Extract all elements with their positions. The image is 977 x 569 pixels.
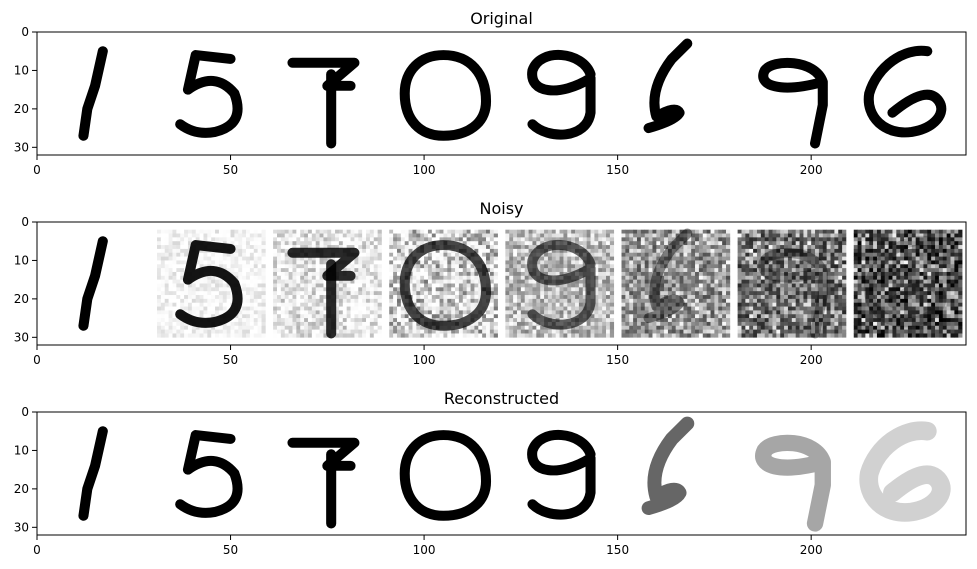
digit-glyph — [399, 430, 492, 521]
digit-tile — [755, 434, 831, 532]
digit-glyph — [859, 421, 951, 522]
digit-tile — [273, 229, 382, 339]
digit-tile — [156, 229, 266, 338]
y-tick-label: 30 — [14, 520, 29, 534]
digit-glyph — [175, 240, 243, 328]
x-tick-label: 50 — [223, 353, 238, 367]
digit-glyph — [863, 45, 947, 138]
x-tick-label: 0 — [33, 163, 41, 177]
x-tick-label: 100 — [413, 543, 436, 557]
digit-glyph — [527, 50, 596, 140]
digit-tile — [78, 46, 108, 141]
digit-tile — [78, 236, 108, 331]
digit-glyph — [78, 426, 108, 521]
digit-glyph — [399, 50, 492, 141]
panel-noisy: Noisy 0 50 100 150 200 0 10 20 30 — [14, 199, 967, 367]
digit-tile — [175, 50, 243, 138]
digit-tile — [175, 430, 243, 518]
digit-glyph — [641, 416, 695, 516]
x-tick-label: 150 — [606, 163, 629, 177]
panel-title: Noisy — [479, 199, 523, 218]
x-tick-label: 0 — [33, 543, 41, 557]
x-tick-label: 50 — [223, 163, 238, 177]
y-tick-label: 0 — [21, 215, 29, 229]
x-tick-label: 100 — [413, 353, 436, 367]
digit-tile — [399, 430, 492, 521]
image-strip — [37, 222, 966, 345]
y-tick-label: 20 — [14, 292, 29, 306]
y-tick-label: 0 — [21, 25, 29, 39]
digit-tile — [389, 229, 498, 338]
digit-tile — [643, 38, 693, 134]
digit-glyph — [287, 437, 360, 529]
x-tick-label: 150 — [606, 543, 629, 557]
digit-tile — [527, 430, 596, 520]
digit-glyph — [643, 228, 693, 324]
digit-glyph — [287, 247, 360, 339]
x-tick-label: 150 — [606, 353, 629, 367]
digit-glyph — [758, 57, 828, 149]
panel-reconstructed: Reconstructed 0 50 100 150 200 0 10 20 30 — [14, 389, 967, 557]
axes-frame — [36, 411, 967, 536]
digit-tile — [863, 45, 947, 138]
digit-tile — [758, 57, 828, 149]
x-tick-label: 200 — [800, 543, 823, 557]
y-tick-label: 30 — [14, 330, 29, 344]
digit-glyph — [399, 240, 492, 331]
digit-glyph — [78, 46, 108, 141]
panel-original: Original 0 50 100 150 200 0 10 20 30 — [14, 9, 967, 177]
digit-glyph — [527, 240, 596, 330]
axes-frame — [36, 31, 967, 156]
digit-glyph — [755, 434, 831, 532]
y-tick-label: 20 — [14, 482, 29, 496]
y-tick-label: 10 — [14, 443, 29, 457]
axes-frame — [36, 221, 967, 346]
image-strip — [37, 412, 966, 535]
digit-tile — [287, 437, 360, 529]
digit-glyph — [175, 430, 243, 518]
digit-tile — [287, 57, 360, 149]
digit-tile — [859, 421, 951, 522]
x-tick-label: 200 — [800, 163, 823, 177]
digit-tile — [641, 416, 695, 516]
digit-glyph — [758, 247, 828, 339]
digit-glyph — [287, 57, 360, 149]
digit-tile — [737, 229, 847, 339]
x-tick-label: 0 — [33, 353, 41, 367]
digit-tile — [621, 228, 731, 338]
y-tick-label: 30 — [14, 140, 29, 154]
digit-tile — [527, 50, 596, 140]
digit-tile — [505, 229, 615, 338]
digit-glyph — [175, 50, 243, 138]
panel-title: Reconstructed — [444, 389, 559, 408]
y-tick-label: 10 — [14, 63, 29, 77]
y-tick-label: 20 — [14, 102, 29, 116]
digit-glyph — [78, 236, 108, 331]
image-strip — [37, 32, 966, 155]
y-tick-label: 0 — [21, 405, 29, 419]
digit-tile — [853, 229, 963, 338]
digit-glyph — [643, 38, 693, 134]
digit-glyph — [527, 430, 596, 520]
panel-title: Original — [470, 9, 533, 28]
digit-tile — [78, 426, 108, 521]
digit-glyph — [863, 235, 947, 328]
x-tick-label: 50 — [223, 543, 238, 557]
y-tick-label: 10 — [14, 253, 29, 267]
x-tick-label: 100 — [413, 163, 436, 177]
digit-tile — [399, 50, 492, 141]
x-tick-label: 200 — [800, 353, 823, 367]
